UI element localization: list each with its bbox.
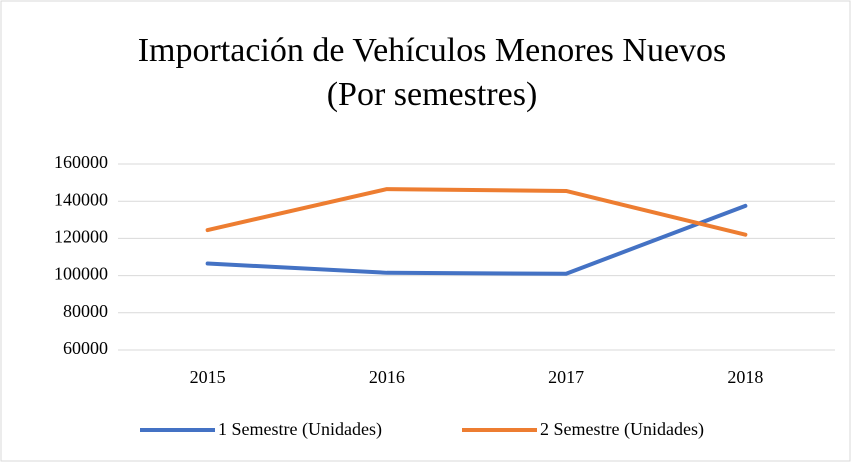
- x-tick-label: 2017: [548, 367, 584, 387]
- y-tick-label: 160000: [54, 152, 108, 172]
- series-line: [205, 187, 748, 237]
- x-tick-label: 2018: [727, 367, 763, 387]
- y-tick-label: 80000: [63, 301, 108, 321]
- x-tick-label: 2016: [369, 367, 405, 387]
- legend-label: 2 Semestre (Unidades): [540, 419, 704, 440]
- x-tick-label: 2015: [190, 367, 226, 387]
- chart-subtitle: (Por semestres): [327, 76, 538, 113]
- legend-label: 1 Semestre (Unidades): [218, 419, 382, 440]
- y-tick-label: 120000: [54, 227, 108, 247]
- chart-title: Importación de Vehículos Menores Nuevos: [138, 32, 727, 69]
- y-tick-label: 60000: [63, 338, 108, 358]
- y-tick-label: 100000: [54, 264, 108, 284]
- y-tick-label: 140000: [54, 189, 108, 209]
- series-line: [205, 203, 748, 276]
